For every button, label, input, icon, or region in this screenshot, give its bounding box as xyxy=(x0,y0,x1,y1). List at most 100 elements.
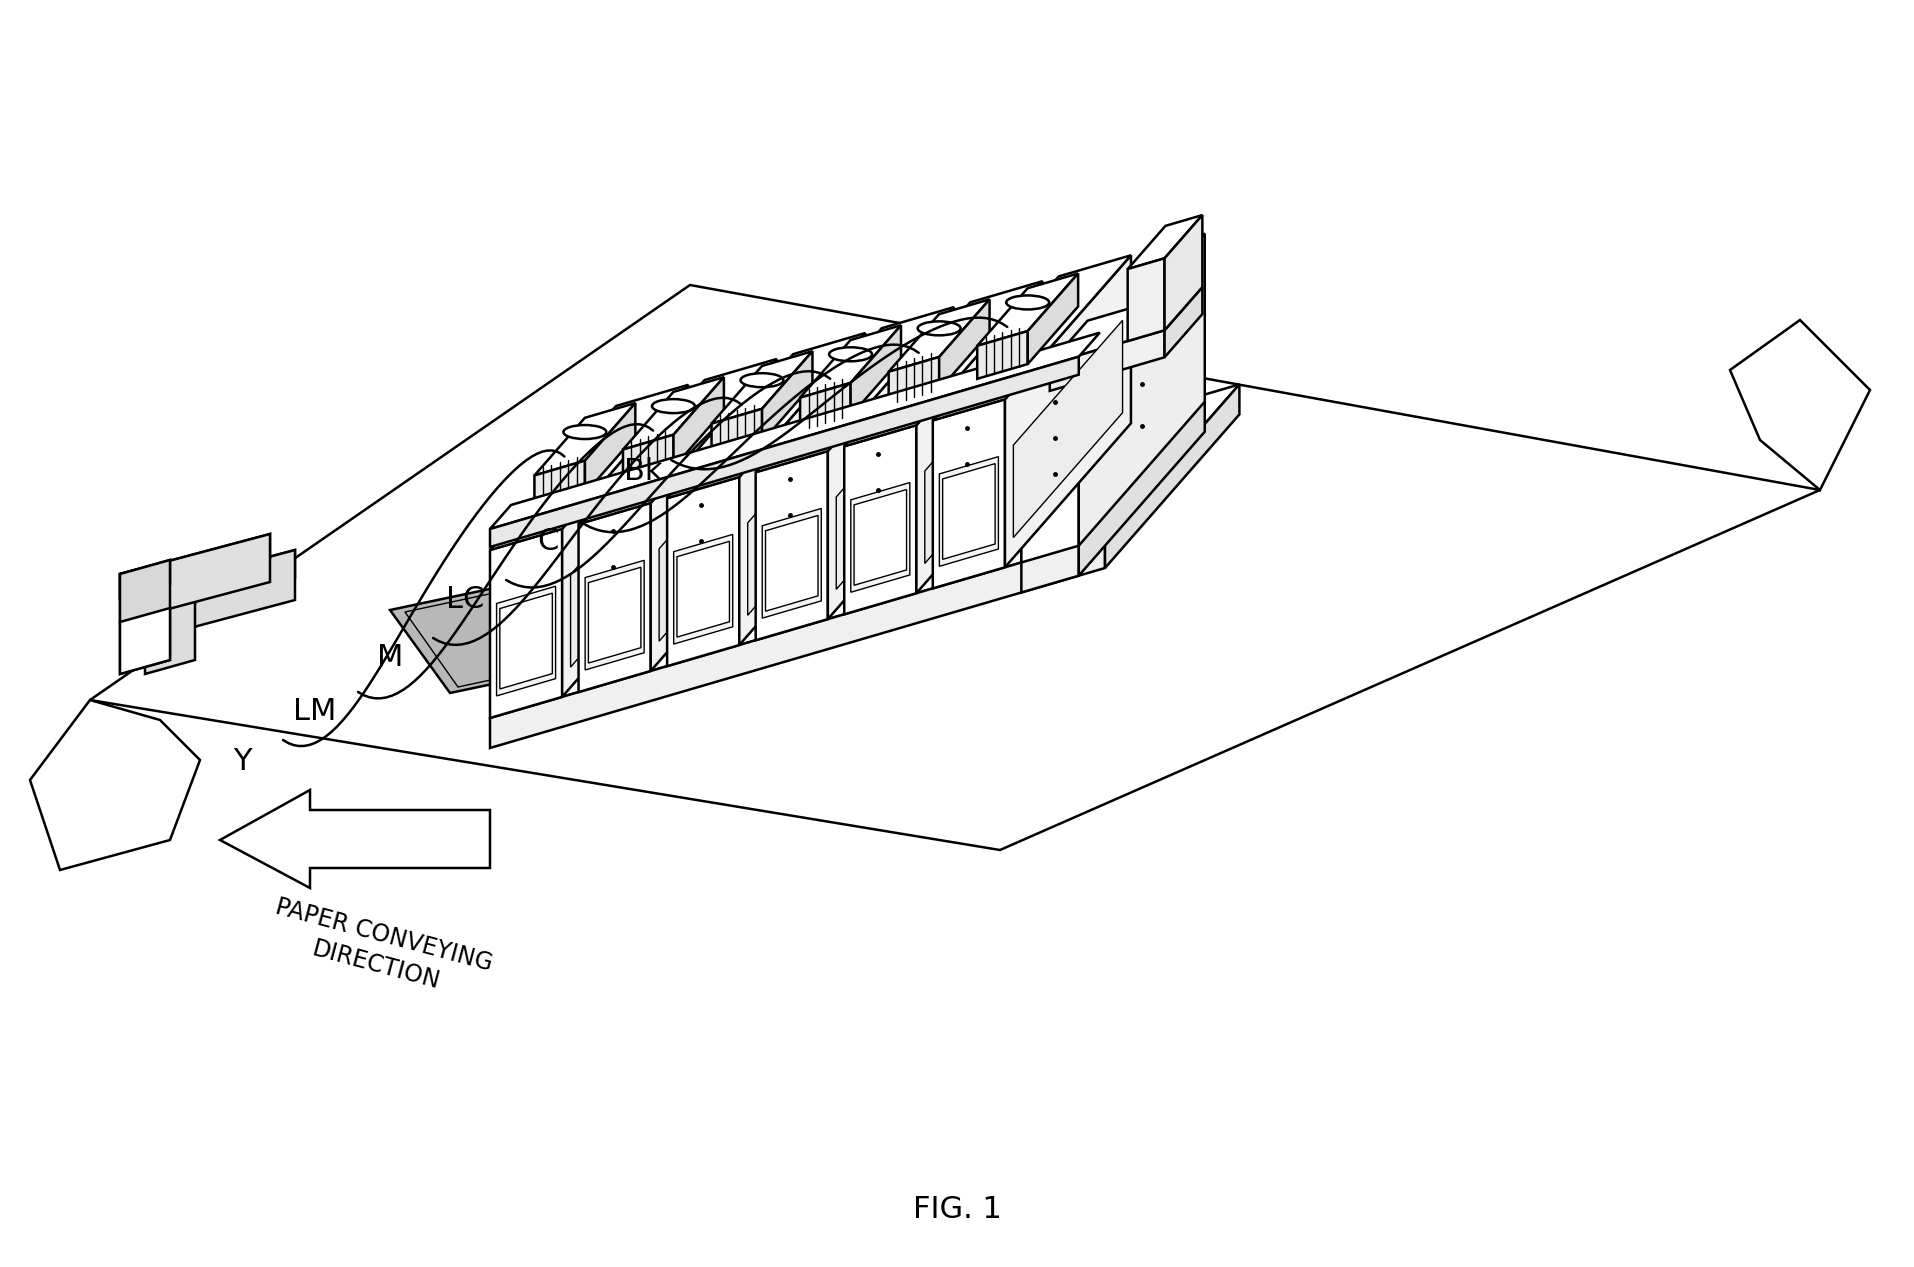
Polygon shape xyxy=(584,403,635,494)
Polygon shape xyxy=(1020,445,1078,495)
Polygon shape xyxy=(836,372,946,589)
Polygon shape xyxy=(932,255,1131,421)
Text: ABCDE: ABCDE xyxy=(542,585,668,640)
Polygon shape xyxy=(666,333,865,498)
Polygon shape xyxy=(1005,255,1131,568)
Ellipse shape xyxy=(917,322,961,336)
Text: LM: LM xyxy=(293,698,337,726)
Polygon shape xyxy=(1049,331,1164,392)
Polygon shape xyxy=(712,409,762,456)
Polygon shape xyxy=(490,385,687,550)
Polygon shape xyxy=(762,351,812,442)
Ellipse shape xyxy=(741,374,783,388)
Polygon shape xyxy=(766,516,817,611)
Polygon shape xyxy=(1164,288,1202,357)
Polygon shape xyxy=(534,461,584,508)
Polygon shape xyxy=(940,456,997,566)
Polygon shape xyxy=(490,528,563,718)
Polygon shape xyxy=(121,533,270,598)
Polygon shape xyxy=(1164,215,1202,331)
Polygon shape xyxy=(800,383,850,431)
Polygon shape xyxy=(932,399,1005,588)
Polygon shape xyxy=(490,357,1078,547)
Polygon shape xyxy=(174,549,264,625)
Polygon shape xyxy=(674,378,723,468)
Polygon shape xyxy=(1104,384,1238,568)
Polygon shape xyxy=(976,331,1028,379)
Polygon shape xyxy=(651,359,777,672)
Polygon shape xyxy=(850,326,901,416)
Polygon shape xyxy=(917,281,1041,593)
Polygon shape xyxy=(145,590,195,618)
Polygon shape xyxy=(976,274,1078,346)
Polygon shape xyxy=(90,285,1818,850)
Polygon shape xyxy=(1728,321,1870,490)
Polygon shape xyxy=(534,403,635,475)
Polygon shape xyxy=(762,508,821,618)
Polygon shape xyxy=(674,535,733,644)
Polygon shape xyxy=(854,489,905,585)
Polygon shape xyxy=(658,424,768,641)
Polygon shape xyxy=(570,450,679,668)
Polygon shape xyxy=(174,549,264,608)
Polygon shape xyxy=(31,699,199,870)
Text: Y: Y xyxy=(234,748,251,777)
Text: LC: LC xyxy=(446,585,484,614)
Polygon shape xyxy=(888,357,938,404)
Polygon shape xyxy=(1049,288,1202,364)
Polygon shape xyxy=(850,483,909,592)
Polygon shape xyxy=(938,299,990,390)
Polygon shape xyxy=(588,568,641,663)
Polygon shape xyxy=(622,435,674,483)
Polygon shape xyxy=(145,550,295,618)
Polygon shape xyxy=(1078,233,1204,546)
Polygon shape xyxy=(121,608,170,674)
Polygon shape xyxy=(1078,284,1204,575)
Polygon shape xyxy=(1020,378,1078,563)
Polygon shape xyxy=(666,478,739,666)
Polygon shape xyxy=(586,560,643,670)
Polygon shape xyxy=(145,550,295,640)
Polygon shape xyxy=(490,384,1238,718)
Polygon shape xyxy=(563,385,687,697)
Polygon shape xyxy=(924,346,1034,564)
Polygon shape xyxy=(390,532,819,693)
Polygon shape xyxy=(121,560,170,674)
Text: PAPER CONVEYING
DIRECTION: PAPER CONVEYING DIRECTION xyxy=(264,895,496,1006)
Text: Bk: Bk xyxy=(624,457,662,487)
Polygon shape xyxy=(756,307,953,473)
Polygon shape xyxy=(1127,258,1164,341)
Polygon shape xyxy=(490,333,1099,530)
Polygon shape xyxy=(121,533,270,622)
Text: C: C xyxy=(538,527,559,556)
Polygon shape xyxy=(622,378,723,450)
Ellipse shape xyxy=(563,424,607,440)
Polygon shape xyxy=(746,398,856,616)
Polygon shape xyxy=(1020,428,1078,593)
Polygon shape xyxy=(578,359,777,525)
Polygon shape xyxy=(578,503,651,692)
Polygon shape xyxy=(1020,402,1204,563)
Polygon shape xyxy=(1013,321,1122,537)
Polygon shape xyxy=(1127,215,1202,269)
Polygon shape xyxy=(756,451,827,640)
Polygon shape xyxy=(500,593,551,689)
Polygon shape xyxy=(496,587,555,696)
Ellipse shape xyxy=(829,347,871,361)
Polygon shape xyxy=(712,351,812,423)
Polygon shape xyxy=(220,791,490,888)
Polygon shape xyxy=(145,590,195,674)
Text: FIG. 1: FIG. 1 xyxy=(913,1196,1001,1224)
Polygon shape xyxy=(800,326,901,398)
Polygon shape xyxy=(844,281,1041,446)
Polygon shape xyxy=(942,464,995,559)
Ellipse shape xyxy=(651,399,695,413)
Polygon shape xyxy=(739,333,865,645)
Polygon shape xyxy=(678,541,729,637)
Polygon shape xyxy=(121,560,170,598)
Ellipse shape xyxy=(1005,295,1049,309)
Text: M: M xyxy=(377,644,404,673)
Polygon shape xyxy=(1020,233,1204,394)
Polygon shape xyxy=(844,426,917,614)
Polygon shape xyxy=(404,537,808,687)
